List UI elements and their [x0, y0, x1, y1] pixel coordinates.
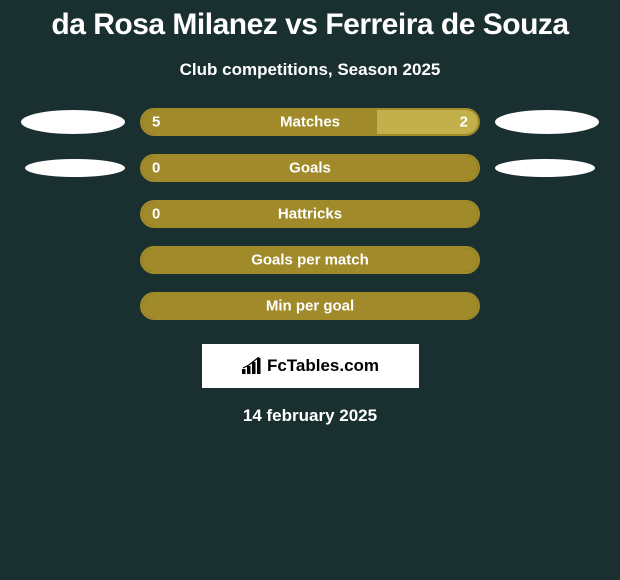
stat-bar: Goals0	[140, 154, 480, 182]
right-oval	[495, 159, 595, 177]
stat-label: Goals	[142, 161, 478, 176]
barchart-icon	[241, 357, 263, 375]
stat-row: Matches5 2	[10, 108, 610, 136]
left-oval	[25, 159, 125, 177]
stat-value-left: 0	[152, 206, 160, 223]
stat-bar: Hattricks0	[140, 200, 480, 228]
stat-row: Hattricks0	[10, 200, 610, 228]
stat-label: Matches	[142, 115, 478, 130]
subtitle: Club competitions, Season 2025	[0, 60, 620, 80]
right-oval	[495, 110, 599, 134]
stat-rows: Matches52Goals0Hattricks0Goals per match…	[0, 108, 620, 320]
stat-value-right: 2	[460, 114, 468, 131]
logo-box: FcTables.com	[202, 344, 419, 388]
stat-row: Goals per match	[10, 246, 610, 274]
stat-row: Min per goal	[10, 292, 610, 320]
left-oval	[21, 110, 125, 134]
stat-value-left: 0	[152, 160, 160, 177]
stat-label: Goals per match	[142, 253, 478, 268]
stat-bar: Matches5 2	[140, 108, 480, 136]
stat-bar: Min per goal	[140, 292, 480, 320]
page-title: da Rosa Milanez vs Ferreira de Souza	[0, 0, 620, 42]
stat-value-left: 5	[152, 114, 160, 131]
stat-bar: Goals per match	[140, 246, 480, 274]
stat-label: Min per goal	[142, 299, 478, 314]
stat-row: Goals0	[10, 154, 610, 182]
logo-text: FcTables.com	[267, 356, 379, 376]
logo: FcTables.com	[241, 356, 379, 376]
date-text: 14 february 2025	[0, 406, 620, 426]
stat-label: Hattricks	[142, 207, 478, 222]
